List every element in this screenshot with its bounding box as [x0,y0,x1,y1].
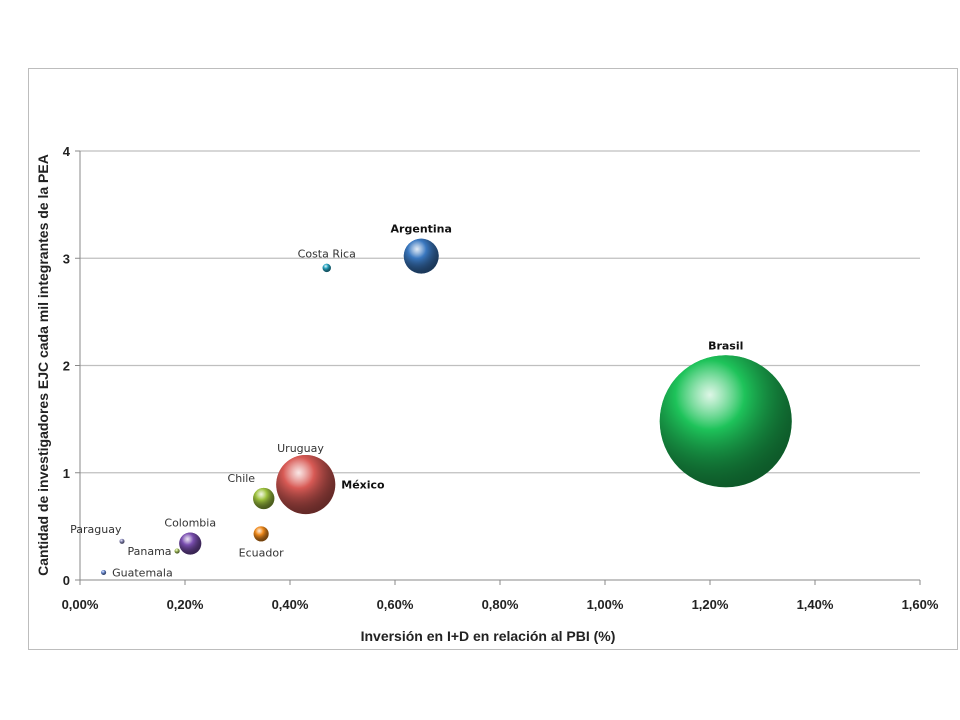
y-tick-label: 3 [63,251,70,266]
y-axis-title: Cantidad de investigadores EJC cada mil … [35,154,51,576]
bubble-shading-brasil [659,355,792,488]
label-brasil: Brasil [708,339,743,352]
bubbles [101,238,792,575]
x-tick-label: 1,00% [587,597,624,612]
y-tick-label: 2 [63,359,70,374]
bubble-shading-panama [174,548,180,554]
label-mexico: México [341,479,385,492]
x-tick-label: 1,20% [692,597,729,612]
chart-frame [28,68,958,650]
bubble-shading-colombia [179,532,202,555]
x-tick-label: 0,60% [377,597,414,612]
x-tick-label: 0,00% [62,597,99,612]
label-ecuador: Ecuador [239,546,284,559]
x-tick-label: 0,80% [482,597,519,612]
bubble-shading-ecuador [253,526,269,542]
grid [80,150,920,474]
bubble-shading-paraguay [119,538,125,544]
label-uruguay: Uruguay [277,442,324,455]
label-guatemala: Guatemala [112,566,173,579]
point-labels: Argentina Costa Rica Brasil Uruguay México Ch… [70,223,743,580]
label-costa-rica: Costa Rica [298,248,356,261]
label-colombia: Colombia [164,516,216,529]
label-paraguay: Paraguay [70,523,122,536]
x-tick-label: 1,40% [797,597,834,612]
y-tick-label: 0 [63,573,70,588]
x-tick-label: 1,60% [902,597,939,612]
y-tick-label: 4 [63,144,71,159]
label-panama: Panama [128,545,172,558]
label-chile: Chile [228,472,256,485]
x-axis-title: Inversión en I+D en relación al PBI (%) [361,628,616,644]
bubble-shading-guatemala [101,569,107,575]
x-tick-label: 0,40% [272,597,309,612]
bubble-shading-chile [253,487,275,510]
label-argentina: Argentina [391,223,452,236]
axes: 0 1 2 3 4 0,00% 0,20% 0,40% 0,60% 0,80% 1,00% 1,20%… [62,144,939,612]
bubble-shading-argentina [403,238,439,274]
bubble-shading-costa-rica [322,263,331,273]
y-tick-label: 1 [63,466,70,481]
bubble-shading-mexico [276,455,336,515]
x-tick-label: 0,20% [167,597,204,612]
